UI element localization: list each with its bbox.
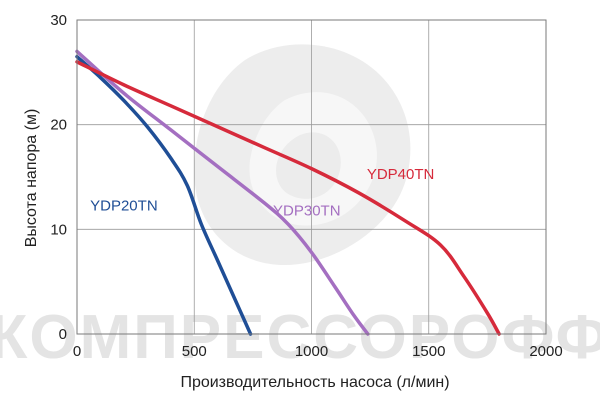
series-label-ydp20tn: YDP20TN (90, 197, 158, 214)
y-axis-label: Высота напора (м) (23, 109, 40, 248)
tick-labels: 0 500 1000 1500 2000 0 10 20 30 (50, 12, 562, 360)
x-axis-label: Производительность насоса (л/мин) (180, 374, 449, 391)
series-label-ydp40tn: YDP40TN (367, 166, 435, 183)
watermark-text: КОМПРЕССОРОФФ (0, 303, 600, 372)
series-label-ydp30tn: YDP30TN (273, 203, 341, 220)
y-tick-label: 0 (59, 326, 67, 343)
series-line-ydp20tn (75, 54, 253, 336)
y-tick-label: 20 (50, 117, 67, 134)
series-labels: YDP20TN YDP30TN YDP40TN (90, 166, 434, 220)
x-tick-label: 1000 (295, 343, 328, 360)
series-line-ydp30tn (75, 49, 370, 336)
plot-border (76, 19, 547, 335)
x-tick-label: 1500 (412, 343, 445, 360)
y-tick-label: 30 (50, 12, 67, 29)
plot-frame (76, 19, 547, 335)
series-line-ydp40tn (75, 60, 501, 336)
watermark-logo (194, 44, 411, 265)
y-tick-label: 10 (50, 221, 67, 238)
x-tick-label: 500 (182, 343, 207, 360)
x-tick-label: 2000 (529, 343, 562, 360)
x-tick-label: 0 (73, 343, 81, 360)
watermark-layer: КОМПРЕССОРОФФ (0, 44, 600, 372)
grid (77, 20, 546, 334)
series-lines (75, 49, 501, 336)
